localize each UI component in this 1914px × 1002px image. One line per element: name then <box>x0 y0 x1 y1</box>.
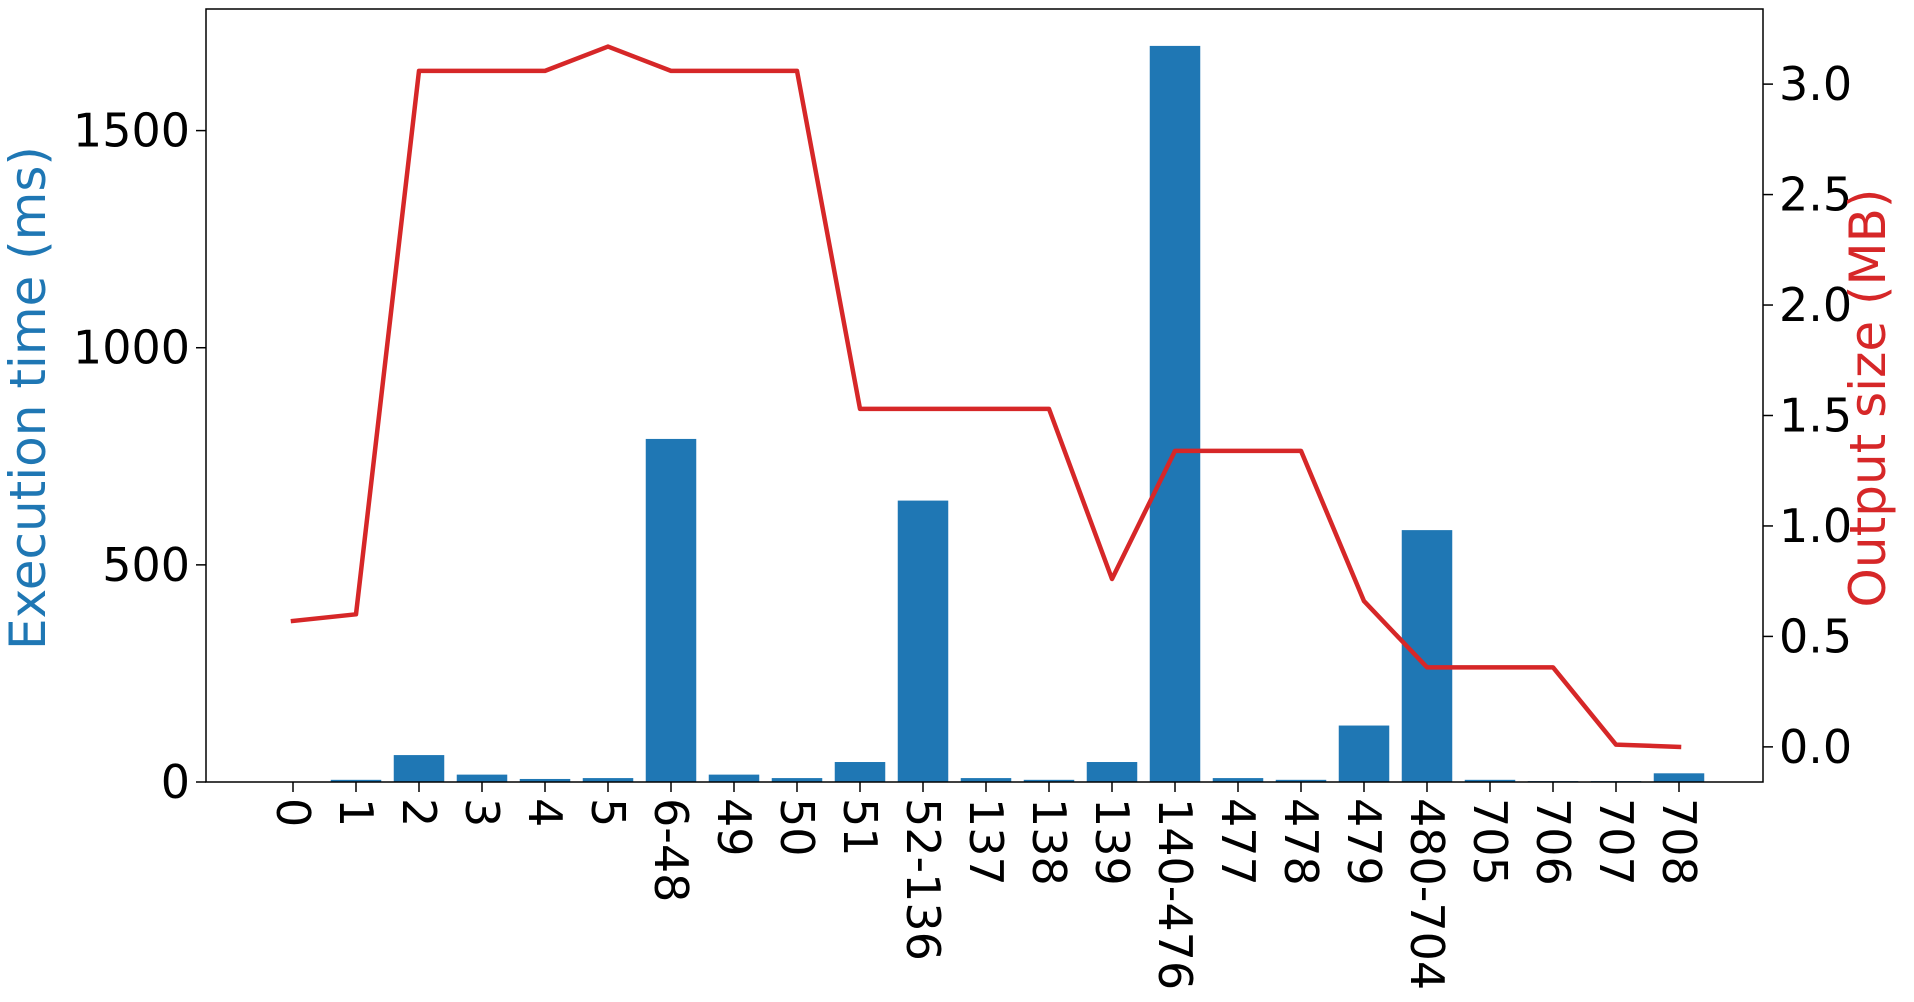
x-tick-label: 479 <box>1337 798 1391 886</box>
x-tick-label: 5 <box>581 798 635 827</box>
x-tick-label: 705 <box>1463 798 1517 886</box>
bar-4 <box>519 778 571 782</box>
x-tick-label: 707 <box>1589 798 1643 886</box>
x-tick-label: 50 <box>770 798 824 857</box>
x-tick-label: 0 <box>266 798 320 827</box>
x-tick-label: 139 <box>1085 798 1139 886</box>
bar-479 <box>1338 725 1390 782</box>
y-tick-label: 1500 <box>73 104 190 158</box>
y2-tick-label: 0.0 <box>1779 720 1852 774</box>
x-tick-label: 478 <box>1274 798 1328 886</box>
plot-frame <box>205 8 1764 783</box>
y-axis-title: Execution time (ms) <box>0 146 57 650</box>
x-tick-label: 51 <box>833 798 887 857</box>
y2-tick-label: 1.5 <box>1779 388 1852 442</box>
x-tick-label: 6-48 <box>644 798 698 902</box>
x-tick-label: 140-476 <box>1148 798 1202 990</box>
y2-tick-label: 1.0 <box>1779 499 1852 553</box>
bar-51 <box>834 762 886 782</box>
bar-705 <box>1464 779 1516 782</box>
bar-1 <box>330 779 382 782</box>
y-tick-label: 1000 <box>73 321 190 375</box>
x-tick-label: 4 <box>518 798 572 827</box>
bar-138 <box>1023 779 1075 782</box>
y-tick-label: 500 <box>102 538 190 592</box>
x-tick-label: 2 <box>392 798 446 827</box>
x-tick-label: 138 <box>1022 798 1076 886</box>
output-size-line <box>290 44 1682 750</box>
y2-tick-label: 3.0 <box>1779 57 1852 111</box>
bar-140-476 <box>1149 45 1201 783</box>
bar-137 <box>960 778 1012 782</box>
y2-tick-label: 2.0 <box>1779 278 1852 332</box>
bar-478 <box>1275 779 1327 782</box>
x-tick-label: 480-704 <box>1400 798 1454 990</box>
bar-52-136 <box>897 500 949 782</box>
bar-480-704 <box>1401 530 1453 782</box>
bar-477 <box>1212 778 1264 782</box>
y2-tick-label: 0.5 <box>1779 609 1852 663</box>
bar-2 <box>393 755 445 782</box>
right-axis: 0.0 0.5 1.0 1.5 2.0 2.5 3.0 <box>1763 57 1852 774</box>
bars <box>267 45 1705 783</box>
bar-49 <box>708 774 760 782</box>
bar-6-48 <box>645 438 697 782</box>
bar-139 <box>1086 762 1138 782</box>
x-tick-label: 49 <box>707 798 761 857</box>
output-size-series <box>290 44 1682 750</box>
y-tick-label: 0 <box>161 755 190 809</box>
bar-5 <box>582 778 634 782</box>
x-axis: 0 1 2 3 4 5 6-48 49 50 51 52-136 137 138 139 140-476 47… <box>266 782 1706 990</box>
x-tick-label: 1 <box>329 798 383 827</box>
x-tick-label: 3 <box>455 798 509 827</box>
left-axis: 0 500 1000 1500 <box>73 104 206 809</box>
bar-708 <box>1653 773 1705 782</box>
x-tick-label: 706 <box>1526 798 1580 886</box>
bar-50 <box>771 778 823 782</box>
y2-tick-label: 2.5 <box>1779 168 1852 222</box>
bar-3 <box>456 774 508 782</box>
y2-axis-title: Output size (MB) <box>1839 189 1897 608</box>
x-tick-label: 137 <box>959 798 1013 886</box>
x-tick-label: 52-136 <box>896 798 950 961</box>
x-tick-label: 708 <box>1652 798 1706 886</box>
x-tick-label: 477 <box>1211 798 1265 886</box>
